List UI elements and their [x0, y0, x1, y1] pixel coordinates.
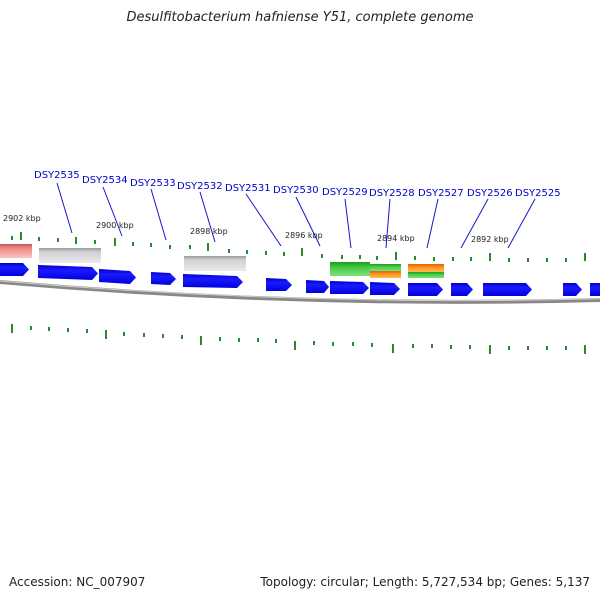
accession-text: Accession: NC_007907 [9, 575, 146, 589]
gene-arrow[interactable] [330, 281, 369, 294]
feature-block-green[interactable] [330, 262, 370, 276]
gene-label-dsy2529[interactable]: DSY2529 [322, 187, 368, 198]
gene-track [0, 263, 600, 296]
scale-label-2898: 2898 kbp [190, 227, 228, 236]
gene-arrow[interactable] [151, 272, 176, 285]
gene-arrow[interactable] [266, 278, 292, 291]
gene-label-dsy2534[interactable]: DSY2534 [82, 175, 128, 186]
feature-track [0, 244, 444, 278]
gene-label-dsy2532[interactable]: DSY2532 [177, 181, 223, 192]
map-title: Desulfitobacterium hafniense Y51, comple… [126, 10, 474, 25]
gene-arrow[interactable] [38, 265, 98, 280]
gene-label-dsy2525[interactable]: DSY2525 [515, 188, 561, 199]
gene-arrow[interactable] [408, 283, 443, 296]
feature-block-green[interactable] [370, 264, 401, 271]
inner-scale-ticks [11, 324, 586, 354]
gene-arrow[interactable] [370, 282, 400, 295]
genome-backbone [0, 280, 600, 304]
gene-arrow[interactable] [590, 283, 600, 296]
gene-arrow[interactable] [306, 280, 329, 293]
genome-summary-text: Topology: circular; Length: 5,727,534 bp… [260, 575, 590, 589]
feature-block-orange[interactable] [370, 271, 401, 278]
gene-label-dsy2530[interactable]: DSY2530 [273, 185, 319, 196]
gene-arrow[interactable] [451, 283, 473, 296]
feature-block-green[interactable] [408, 272, 444, 278]
gene-label-dsy2535[interactable]: DSY2535 [34, 170, 80, 181]
scale-label-2892: 2892 kbp [471, 235, 509, 244]
gene-label-dsy2528[interactable]: DSY2528 [369, 188, 415, 199]
feature-block-pink[interactable] [0, 244, 32, 258]
feature-block-gray[interactable] [39, 248, 101, 263]
gene-label-dsy2533[interactable]: DSY2533 [130, 178, 176, 189]
gene-arrow[interactable] [99, 269, 136, 284]
gene-label-dsy2527[interactable]: DSY2527 [418, 188, 464, 199]
gene-arrow[interactable] [483, 283, 532, 296]
scale-label-2900: 2900 kbp [96, 221, 134, 230]
gene-arrow[interactable] [183, 274, 243, 288]
label-leaders [56, 182, 536, 249]
genome-backbone-highlight [0, 280, 600, 302]
gene-label-dsy2526[interactable]: DSY2526 [467, 188, 513, 199]
feature-block-gray[interactable] [184, 256, 246, 271]
gene-label-dsy2531[interactable]: DSY2531 [225, 183, 271, 194]
gene-arrow[interactable] [0, 263, 29, 276]
scale-label-2902: 2902 kbp [3, 214, 41, 223]
gene-arrow[interactable] [563, 283, 582, 296]
scale-label-2896: 2896 kbp [285, 231, 323, 240]
scale-label-2894: 2894 kbp [377, 234, 415, 243]
feature-block-orange[interactable] [408, 264, 444, 272]
outer-scale-ticks [11, 232, 586, 262]
